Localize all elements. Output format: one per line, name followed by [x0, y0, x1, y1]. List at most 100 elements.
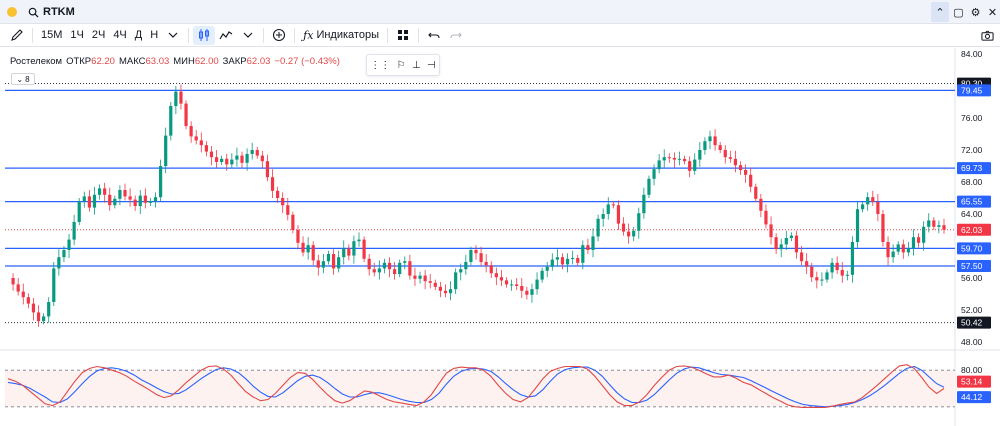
- close-icon[interactable]: ✕: [987, 6, 998, 19]
- candle-body: [586, 245, 590, 250]
- price-tick-label: 64.00: [961, 209, 983, 219]
- candle-body: [876, 202, 880, 214]
- candle-body: [535, 279, 539, 290]
- drag-handle-icon[interactable]: ⋮⋮: [370, 59, 391, 71]
- candle-body: [87, 196, 91, 208]
- candle-body: [220, 158, 224, 162]
- fx-icon: ƒx: [303, 28, 314, 42]
- candle-body: [525, 290, 529, 295]
- divider: [294, 27, 296, 43]
- chevron-down-icon[interactable]: [237, 26, 259, 45]
- candle-body: [337, 257, 341, 269]
- camera-icon[interactable]: [981, 29, 994, 42]
- candle-body: [632, 230, 636, 237]
- candle-body: [749, 174, 753, 187]
- high-value: 63.03: [145, 56, 170, 67]
- undo-icon[interactable]: [423, 26, 445, 45]
- divider: [188, 27, 190, 43]
- candle-body: [301, 242, 305, 253]
- interval-1h[interactable]: 1Ч: [70, 29, 84, 41]
- divider: [386, 27, 388, 43]
- candle-body: [240, 155, 244, 163]
- candle-body: [433, 282, 437, 287]
- chart-area[interactable]: 84.0080.0076.0072.0068.0064.0060.0056.00…: [0, 48, 1000, 426]
- candle-body: [504, 280, 509, 285]
- candle-body: [36, 312, 41, 322]
- oscillator-badge: [957, 391, 991, 404]
- candle-body: [891, 251, 895, 258]
- candle-body: [779, 244, 783, 250]
- interval-2h[interactable]: 2Ч: [91, 29, 106, 41]
- candle-body: [733, 158, 738, 166]
- candle-body: [718, 145, 722, 150]
- symbol-label: RTKM: [43, 6, 75, 18]
- candles-icon[interactable]: [193, 25, 216, 45]
- candle-body: [581, 245, 585, 263]
- candle-body: [850, 242, 855, 275]
- divider: [417, 27, 419, 43]
- candle-body: [428, 281, 432, 283]
- candle-body: [647, 178, 651, 195]
- restore-icon[interactable]: ▢: [953, 6, 964, 19]
- candle-body: [377, 268, 381, 273]
- candle-body: [555, 257, 559, 260]
- flag-icon[interactable]: ⚐: [396, 59, 406, 71]
- candle-body: [72, 222, 76, 240]
- candle-body: [174, 91, 178, 106]
- candle-body: [169, 106, 173, 136]
- candle-body: [754, 186, 758, 199]
- divider: [32, 27, 33, 43]
- price-badge: [957, 260, 991, 272]
- candle-body: [225, 158, 229, 165]
- oscillator-band: [5, 370, 955, 407]
- candle-body: [789, 235, 793, 238]
- candle-body: [123, 190, 127, 197]
- candle-body: [901, 244, 905, 253]
- candle-body: [16, 284, 20, 292]
- interval-day[interactable]: Д: [134, 29, 143, 41]
- interval-15m[interactable]: 15M: [41, 29, 63, 41]
- candle-body: [276, 190, 280, 198]
- interval-4h[interactable]: 4Ч: [113, 29, 127, 41]
- candle-body: [57, 257, 61, 269]
- symbol-search[interactable]: RTKM: [28, 3, 75, 21]
- oscillator-badge: [957, 375, 991, 388]
- price-marker-icon[interactable]: ⊥: [411, 59, 421, 71]
- candle-body: [560, 257, 565, 265]
- candle-body: [179, 91, 183, 104]
- candle-body: [443, 290, 448, 294]
- candle-body: [321, 261, 325, 268]
- candle-body: [932, 220, 936, 227]
- measure-icon[interactable]: ⊣: [427, 59, 436, 71]
- candle-body: [103, 188, 107, 195]
- indicator-collapse-button[interactable]: ⌄ 8: [11, 73, 35, 85]
- candle-body: [92, 194, 97, 208]
- app-status-dot: [7, 7, 17, 17]
- candle-body: [871, 197, 875, 202]
- candle-body: [128, 196, 132, 200]
- candle-body: [367, 258, 371, 270]
- line-chart-icon[interactable]: [215, 26, 237, 45]
- candle-body: [67, 239, 71, 250]
- candle-body: [662, 157, 666, 161]
- price-tick-label: 52.00: [961, 305, 983, 315]
- candle-body: [591, 236, 595, 250]
- chevron-up-icon[interactable]: ⌃: [931, 2, 949, 22]
- interval-week[interactable]: Н: [150, 29, 159, 41]
- chevron-down-icon[interactable]: [162, 26, 184, 45]
- candle-body: [42, 316, 46, 322]
- add-compare-icon[interactable]: [268, 26, 290, 45]
- candle-body: [306, 245, 310, 253]
- collapse-count: 8: [25, 74, 30, 84]
- layout-grid-icon[interactable]: [392, 26, 414, 45]
- oscillator-badge-label: 44.12: [961, 392, 983, 402]
- candle-body: [530, 289, 534, 295]
- price-badge-label: 59.70: [961, 243, 983, 253]
- price-badge: [957, 242, 991, 255]
- redo-icon[interactable]: [445, 26, 467, 45]
- candle-body: [840, 270, 844, 276]
- candle-body: [331, 254, 336, 269]
- indicators-button[interactable]: ƒx Индикаторы: [299, 26, 383, 45]
- pencil-icon[interactable]: [6, 26, 28, 45]
- gear-icon[interactable]: ⚙: [970, 6, 981, 19]
